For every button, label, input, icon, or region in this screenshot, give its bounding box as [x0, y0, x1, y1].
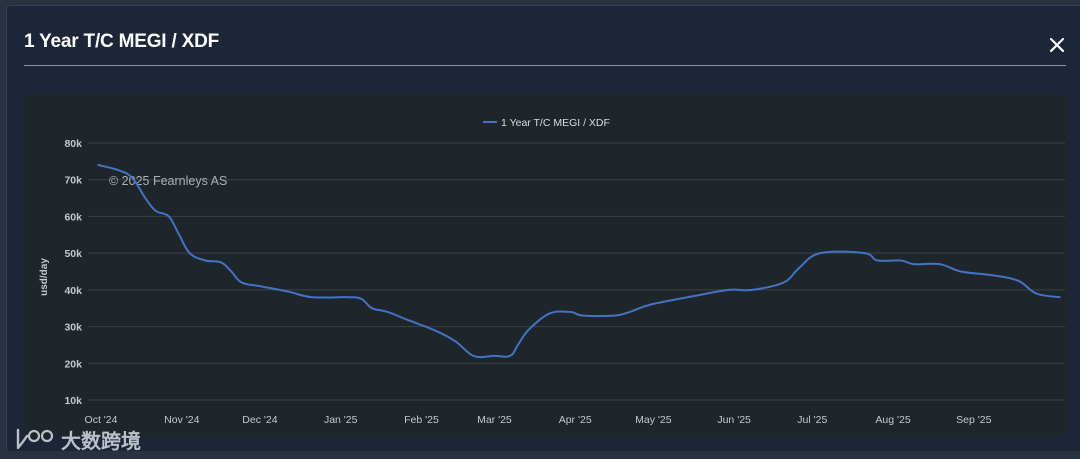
x-tick-label: Jan '25 — [324, 414, 358, 426]
line-chart: 10k 20k 30k 40k 50k 60k 70k 80k Oct '24 Nov '24 D… — [39, 117, 1065, 426]
x-tick-label: Apr '25 — [559, 414, 592, 426]
x-tick-label: Aug '25 — [875, 414, 910, 426]
brand-watermark: 大数跨境 — [15, 424, 155, 454]
x-tick-label: Oct '24 — [85, 414, 118, 426]
close-icon — [1049, 37, 1065, 53]
series-line — [97, 164, 1061, 359]
chart-credit: © 2025 Fearnleys AS — [109, 174, 227, 188]
y-tick-label: 40k — [64, 285, 82, 297]
chart-dialog: 1 Year T/C MEGI / XDF 10k 20k 30k 40k 50k 60k… — [6, 5, 1080, 454]
y-tick-label: 10k — [64, 395, 82, 407]
legend-label: 1 Year T/C MEGI / XDF — [501, 117, 610, 129]
gridlines — [88, 142, 1065, 401]
x-tick-label: Nov '24 — [164, 414, 199, 426]
x-tick-label: Jul '25 — [797, 414, 827, 426]
legend[interactable]: 1 Year T/C MEGI / XDF — [483, 117, 610, 129]
x-tick-label: Mar '25 — [477, 414, 512, 426]
y-tick-label: 60k — [64, 211, 82, 223]
y-tick-label: 80k — [64, 138, 82, 150]
y-tick-label: 30k — [64, 322, 82, 334]
dialog-title: 1 Year T/C MEGI / XDF — [24, 31, 220, 52]
brand-text: 大数跨境 — [61, 431, 141, 453]
brand-logo-icon — [16, 428, 54, 450]
x-tick-label: Jun '25 — [717, 414, 751, 426]
y-axis-ticks: 10k 20k 30k 40k 50k 60k 70k 80k — [64, 138, 82, 407]
x-tick-label: Feb '25 — [404, 414, 439, 426]
y-tick-label: 20k — [64, 358, 82, 370]
close-button[interactable] — [1046, 34, 1068, 56]
y-axis-label: usd/day — [39, 258, 50, 296]
y-tick-label: 50k — [64, 248, 82, 260]
x-tick-label: Dec '24 — [242, 414, 277, 426]
chart-panel: 10k 20k 30k 40k 50k 60k 70k 80k Oct '24 Nov '24 D… — [25, 95, 1067, 436]
y-tick-label: 70k — [64, 175, 82, 187]
x-tick-label: May '25 — [635, 414, 672, 426]
x-axis-ticks: Oct '24 Nov '24 Dec '24 Jan '25 Feb '25 Mar '… — [85, 414, 992, 426]
title-divider — [24, 65, 1066, 66]
x-tick-label: Sep '25 — [956, 414, 991, 426]
